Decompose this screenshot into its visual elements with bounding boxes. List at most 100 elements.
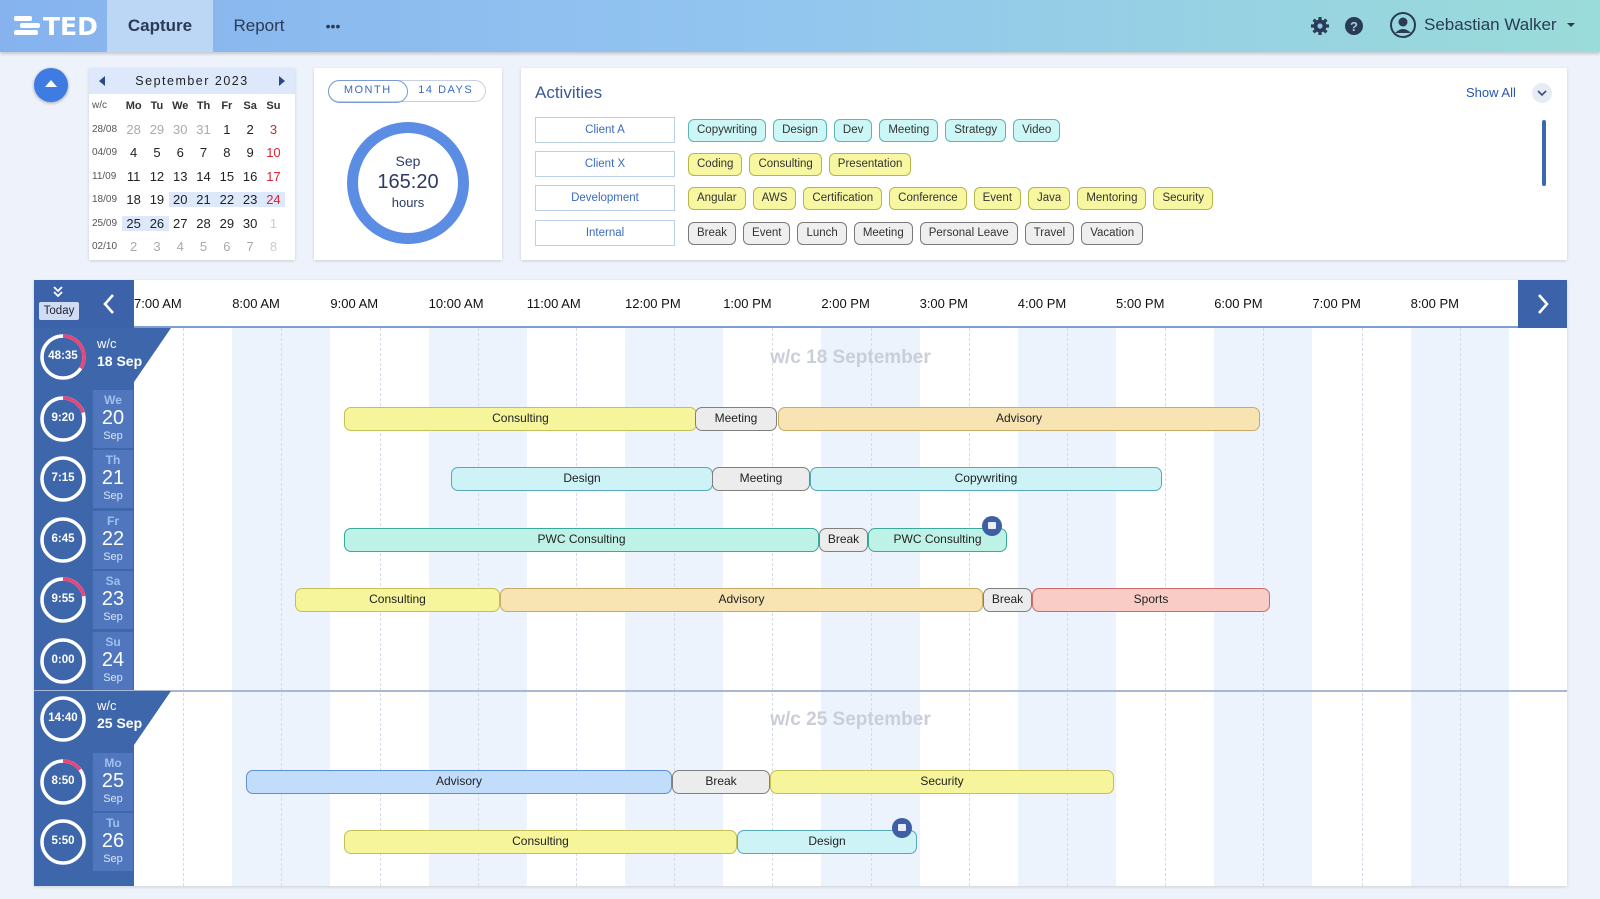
prev-period-icon[interactable] bbox=[100, 293, 118, 315]
calendar-day[interactable]: 6 bbox=[223, 239, 231, 255]
activity-chip[interactable]: Break bbox=[688, 221, 737, 245]
activity-chip[interactable]: Java bbox=[1028, 186, 1071, 210]
calendar-day[interactable]: 20 bbox=[168, 192, 192, 208]
calendar-day[interactable]: 10 bbox=[266, 145, 281, 161]
time-entry[interactable]: Advisory bbox=[500, 588, 983, 612]
calendar-day[interactable]: 28 bbox=[126, 121, 141, 137]
calendar-day[interactable]: 30 bbox=[242, 215, 258, 231]
activity-group-label[interactable]: Internal bbox=[535, 220, 675, 246]
calendar-day[interactable]: 21 bbox=[191, 192, 216, 208]
time-entry[interactable]: Advisory bbox=[246, 770, 672, 794]
activity-chip[interactable]: Event bbox=[743, 221, 791, 245]
time-entry[interactable]: Meeting bbox=[695, 407, 777, 431]
time-entry[interactable]: Advisory bbox=[778, 407, 1260, 431]
calendar-day[interactable]: 11 bbox=[126, 168, 141, 184]
calendar-prev-month-icon[interactable] bbox=[99, 76, 105, 86]
activity-chip[interactable]: AWS bbox=[752, 186, 797, 210]
activity-chip[interactable]: Strategy bbox=[945, 118, 1007, 142]
calendar-day[interactable]: 15 bbox=[219, 168, 235, 184]
time-entry[interactable]: Copywriting bbox=[810, 467, 1162, 491]
tab-capture[interactable]: Capture bbox=[107, 0, 213, 52]
calendar-day[interactable]: 24 bbox=[261, 192, 286, 208]
calendar-day[interactable]: 14 bbox=[196, 168, 211, 184]
activity-chip[interactable]: Coding bbox=[688, 152, 743, 176]
activity-group-label[interactable]: Client X bbox=[535, 151, 675, 177]
day-date-box[interactable]: Th 21 Sep bbox=[93, 450, 133, 508]
activities-scrollbar[interactable] bbox=[1542, 120, 1546, 186]
calendar-day[interactable]: 7 bbox=[246, 239, 254, 255]
calendar-day[interactable]: 4 bbox=[176, 239, 184, 255]
calendar-day[interactable]: 3 bbox=[153, 239, 161, 255]
activity-chip[interactable]: Video bbox=[1013, 118, 1061, 142]
toggle-month[interactable]: MONTH bbox=[327, 79, 408, 103]
calendar-day[interactable]: 6 bbox=[176, 145, 184, 161]
calendar-day[interactable]: 8 bbox=[269, 239, 278, 255]
time-entry[interactable]: Design bbox=[451, 467, 713, 491]
activity-chip[interactable]: Design bbox=[773, 118, 827, 142]
activity-chip[interactable]: Mentoring bbox=[1077, 186, 1147, 210]
calendar-day[interactable]: 5 bbox=[199, 239, 208, 255]
calendar-day[interactable]: 5 bbox=[153, 145, 161, 161]
calendar-day[interactable]: 19 bbox=[149, 192, 165, 208]
user-menu[interactable]: Sebastian Walker bbox=[1390, 12, 1577, 38]
calendar-day[interactable]: 16 bbox=[242, 168, 258, 184]
calendar-day[interactable]: 3 bbox=[269, 121, 278, 137]
day-date-box[interactable]: We 20 Sep bbox=[93, 390, 133, 448]
activity-chip[interactable]: Vacation bbox=[1081, 221, 1144, 245]
time-entry[interactable]: Security bbox=[770, 770, 1114, 794]
time-entry[interactable]: Design bbox=[737, 830, 917, 854]
day-date-box[interactable]: Tu 26 Sep bbox=[93, 813, 133, 871]
show-all-toggle[interactable] bbox=[1532, 83, 1552, 103]
time-entry[interactable]: Meeting bbox=[712, 467, 810, 491]
more-menu-button[interactable]: ••• bbox=[325, 18, 341, 34]
note-icon[interactable] bbox=[982, 516, 1002, 536]
calendar-day[interactable]: 7 bbox=[199, 145, 208, 161]
activity-chip[interactable]: Consulting bbox=[749, 152, 822, 176]
calendar-day[interactable]: 26 bbox=[145, 215, 169, 231]
activity-chip[interactable]: Angular bbox=[688, 186, 746, 210]
calendar-day[interactable]: 4 bbox=[130, 145, 138, 161]
collapse-panel-button[interactable] bbox=[34, 68, 68, 102]
calendar-day[interactable]: 29 bbox=[219, 215, 235, 231]
day-date-box[interactable]: Su 24 Sep bbox=[93, 632, 133, 690]
calendar-day[interactable]: 18 bbox=[126, 192, 141, 208]
time-entry[interactable]: Break bbox=[672, 770, 770, 794]
calendar-day[interactable]: 25 bbox=[122, 215, 146, 231]
activity-chip[interactable]: Event bbox=[973, 186, 1022, 210]
calendar-day[interactable]: 12 bbox=[149, 168, 165, 184]
activity-chip[interactable]: Personal Leave bbox=[919, 221, 1018, 245]
note-icon[interactable] bbox=[892, 818, 912, 838]
settings-gear-icon[interactable] bbox=[1310, 16, 1330, 36]
calendar-day[interactable]: 28 bbox=[196, 215, 211, 231]
time-entry[interactable]: Break bbox=[819, 528, 868, 552]
calendar-day[interactable]: 23 bbox=[238, 192, 262, 208]
calendar-day[interactable]: 13 bbox=[173, 168, 188, 184]
calendar-week-start[interactable]: 18/09 bbox=[92, 194, 118, 206]
activity-chip[interactable]: Presentation bbox=[828, 152, 912, 176]
calendar-day[interactable]: 29 bbox=[149, 121, 165, 137]
day-date-box[interactable]: Sa 23 Sep bbox=[93, 571, 133, 629]
activity-chip[interactable]: Security bbox=[1153, 186, 1214, 210]
calendar-day[interactable]: 2 bbox=[246, 121, 254, 137]
activity-chip[interactable]: Certification bbox=[803, 186, 883, 210]
calendar-week-start[interactable]: 28/08 bbox=[92, 123, 118, 135]
activity-chip[interactable]: Dev bbox=[833, 118, 873, 142]
calendar-next-month-icon[interactable] bbox=[279, 76, 285, 86]
time-entry[interactable]: Consulting bbox=[295, 588, 500, 612]
calendar-day[interactable]: 1 bbox=[269, 215, 278, 231]
calendar-day[interactable]: 31 bbox=[196, 121, 211, 137]
activity-chip[interactable]: Travel bbox=[1024, 221, 1075, 245]
calendar-day[interactable]: 30 bbox=[173, 121, 188, 137]
activity-chip[interactable]: Meeting bbox=[853, 221, 913, 245]
show-all-link[interactable]: Show All bbox=[1466, 85, 1516, 100]
next-period-button[interactable] bbox=[1518, 280, 1567, 328]
calendar-day[interactable]: 8 bbox=[223, 145, 231, 161]
calendar-week-start[interactable]: 11/09 bbox=[92, 170, 117, 182]
help-icon[interactable]: ? bbox=[1344, 16, 1364, 36]
calendar-week-start[interactable]: 25/09 bbox=[92, 217, 118, 229]
activity-group-label[interactable]: Client A bbox=[535, 117, 675, 143]
calendar-day[interactable]: 2 bbox=[130, 239, 138, 255]
time-entry[interactable]: Consulting bbox=[344, 830, 737, 854]
calendar-week-start[interactable]: 02/10 bbox=[92, 241, 118, 253]
time-entry[interactable]: Break bbox=[983, 588, 1032, 612]
